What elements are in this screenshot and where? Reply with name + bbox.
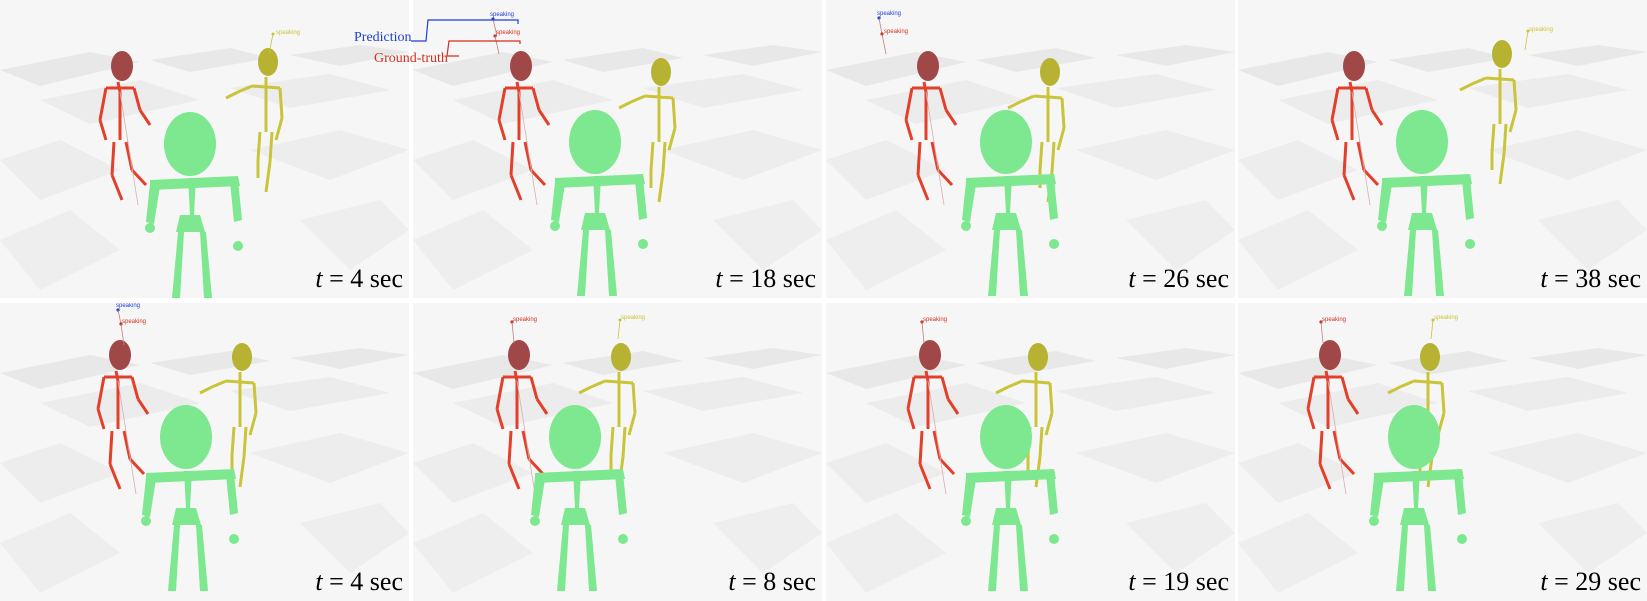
speaking-label: speaking [513, 317, 537, 323]
frame-panel-6: speaking speaking t = 8 sec [413, 303, 822, 601]
speaking-label: speaking [490, 12, 514, 18]
time-value: 29 [1575, 567, 1602, 596]
speaking-label: speaking [621, 315, 645, 321]
speaking-label: speaking [276, 30, 300, 36]
speaking-label: speaking [116, 303, 140, 309]
timestamp-label: t = 4 sec [315, 264, 403, 293]
speaking-labels: speaking speaking [877, 11, 908, 55]
gt-speaking-marker: speaking [493, 30, 520, 55]
timestamp-label: t = 18 sec [715, 264, 816, 293]
speaking-labels: speaking [1524, 27, 1553, 51]
time-value: 8 [763, 567, 777, 596]
frame-panel-5: speaking speaking t = 4 sec [0, 303, 409, 601]
timestamp-label: t = 38 sec [1540, 264, 1641, 293]
gt-speaking-marker: speaking [920, 317, 947, 344]
time-unit: sec [782, 567, 816, 596]
time-unit: sec [1195, 567, 1229, 596]
speaking-labels: speaking speaking [510, 315, 645, 344]
speaking-label: speaking [1434, 315, 1458, 321]
speaking-label: speaking [877, 11, 901, 17]
timestamp-label: t = 8 sec [728, 567, 816, 596]
gt-speaking-marker: speaking [510, 317, 537, 344]
speaking-labels: speaking speaking [490, 12, 520, 55]
time-unit: sec [1607, 567, 1641, 596]
frame-panel-7: speaking t = 19 sec [826, 303, 1235, 601]
speaking-label: speaking [1529, 27, 1553, 33]
time-unit: sec [369, 567, 403, 596]
time-value: 38 [1575, 264, 1602, 293]
speaking-label: speaking [1322, 317, 1346, 323]
time-value: 4 [350, 567, 364, 596]
legend-prediction-label: Prediction [354, 30, 412, 45]
frame-panel-4: speaking t = 38 sec [1238, 0, 1647, 298]
gt-speaking-marker-yellow: speaking [617, 315, 645, 340]
legend-ground-truth: Ground-truth [374, 40, 521, 66]
gt-speaking-marker: speaking [1319, 317, 1346, 344]
timestamp-label: t = 29 sec [1540, 567, 1641, 596]
speaking-label: speaking [496, 30, 520, 36]
legend-ground-truth-label: Ground-truth [374, 51, 448, 66]
time-value: 18 [750, 264, 777, 293]
gt-speaking-marker-yellow: speaking [268, 30, 300, 55]
speaking-label: speaking [884, 29, 908, 35]
timestamp-label: t = 19 sec [1128, 567, 1229, 596]
frame-panel-8: speaking speaking t = 29 sec [1238, 303, 1647, 601]
speaking-labels: speaking speaking [1319, 315, 1458, 344]
speaking-label: speaking [923, 317, 947, 323]
gt-speaking-marker: speaking [119, 319, 146, 346]
pred-speaking-marker: speaking [116, 303, 140, 325]
time-value: 26 [1163, 264, 1190, 293]
time-unit: sec [1195, 264, 1229, 293]
time-value: 4 [350, 264, 364, 293]
timestamp-label: t = 26 sec [1128, 264, 1229, 293]
gt-speaking-marker-yellow: speaking [1524, 27, 1553, 51]
time-unit: sec [369, 264, 403, 293]
timestamp-label: t = 4 sec [315, 567, 403, 596]
time-unit: sec [782, 264, 816, 293]
speaking-labels: speaking [268, 30, 300, 55]
pred-speaking-marker: speaking [877, 11, 901, 35]
gt-speaking-marker-yellow: speaking [1430, 315, 1458, 340]
gt-speaking-marker: speaking [880, 29, 908, 55]
frame-panel-1: speaking t = 4 sec [0, 0, 409, 298]
speaking-label: speaking [122, 319, 146, 325]
speaking-labels: speaking speaking [116, 303, 146, 346]
frame-panel-3: speaking speaking t = 26 sec [826, 0, 1235, 298]
time-value: 19 [1163, 567, 1190, 596]
legend-prediction: Prediction [354, 19, 519, 45]
time-unit: sec [1607, 264, 1641, 293]
speaking-labels: speaking [920, 317, 947, 344]
frame-panel-2: speaking speaking t = 18 sec [413, 0, 822, 298]
